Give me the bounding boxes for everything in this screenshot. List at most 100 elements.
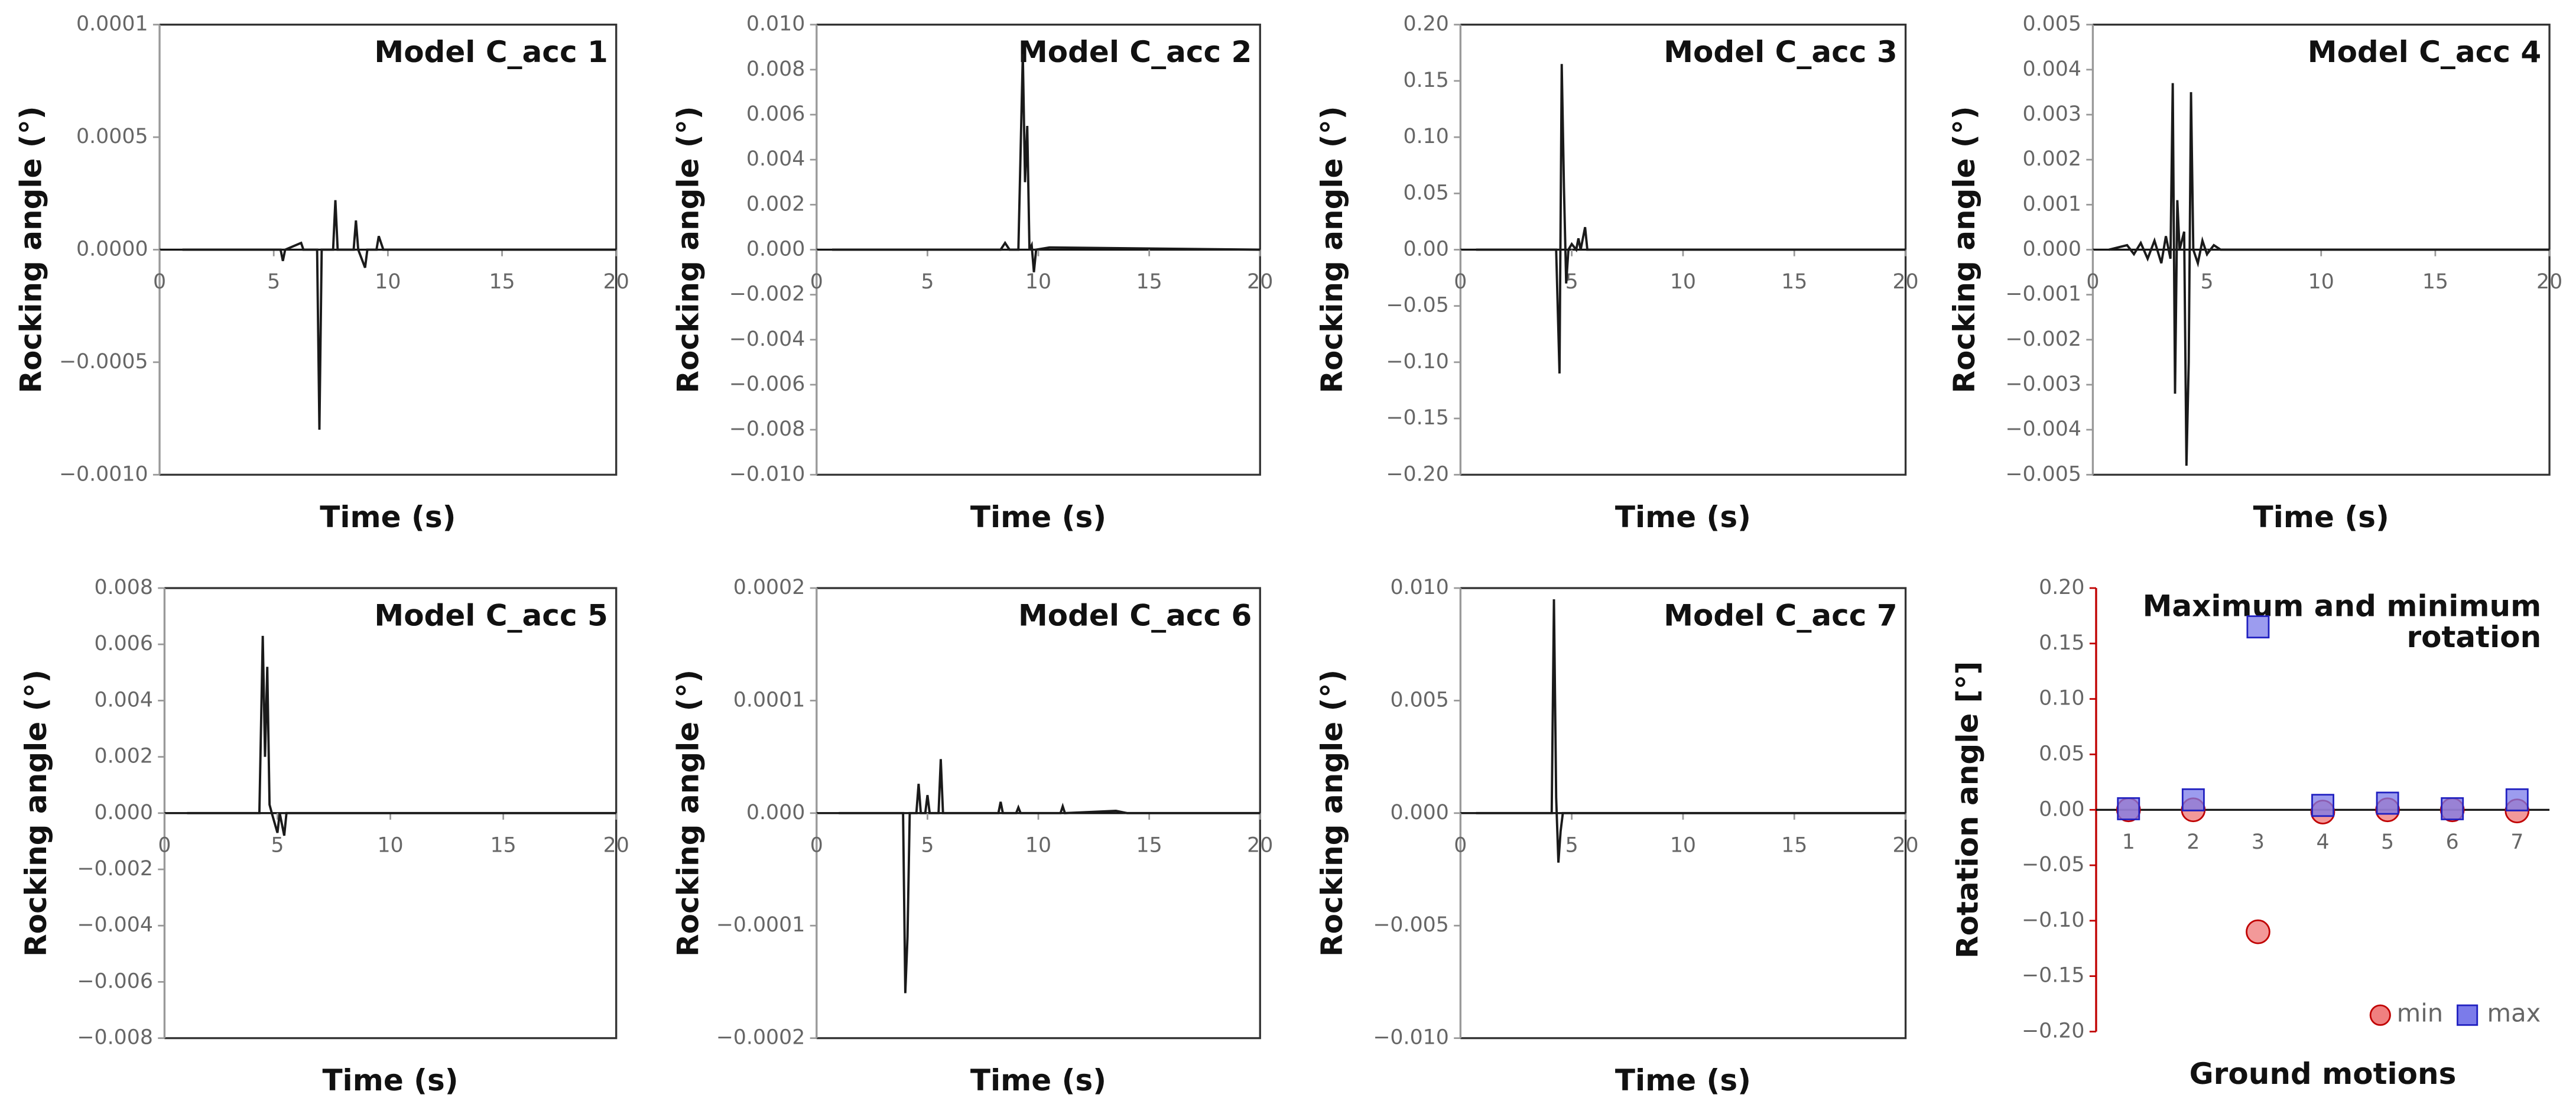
x-tick-label: 6	[2446, 830, 2459, 854]
y-tick-label: −0.001	[2005, 283, 2081, 306]
y-tick-label: −0.15	[1386, 406, 1448, 430]
rocking-line	[1476, 599, 1906, 863]
y-axis-label: Rocking angle (°)	[19, 670, 53, 957]
y-tick-label: −0.005	[1373, 913, 1449, 937]
y-tick-label: 0.006	[94, 632, 152, 655]
chart-title-line: rotation	[2406, 620, 2541, 654]
y-tick-label: −0.10	[2022, 908, 2084, 932]
y-tick-label: 0.004	[746, 147, 805, 171]
y-tick-label: 0.05	[1404, 181, 1449, 204]
x-tick-label: 5	[1565, 270, 1578, 294]
y-tick-label: −0.15	[2022, 964, 2084, 988]
y-tick-label: −0.05	[2022, 853, 2084, 876]
x-tick-label: 15	[2422, 270, 2448, 294]
x-tick-label: 5	[2201, 270, 2214, 294]
y-tick-label: 0.004	[94, 688, 152, 712]
y-tick-label: −0.002	[77, 857, 153, 881]
y-tick-label: −0.002	[2005, 327, 2081, 351]
x-tick-label: 5	[271, 833, 284, 857]
max-point	[2117, 797, 2140, 820]
y-tick-label: 0.15	[1404, 69, 1449, 92]
x-tick-label: 15	[1136, 270, 1162, 294]
y-tick-label: 0.000	[746, 801, 805, 824]
x-tick-label: 0	[153, 270, 166, 294]
y-tick-label: 0.20	[1404, 12, 1449, 36]
x-tick-label: 10	[375, 270, 401, 294]
x-tick-label: 3	[2252, 830, 2265, 854]
x-tick-label: 5	[921, 833, 934, 857]
x-tick-label: 20	[2536, 270, 2562, 294]
chart-title-line: Maximum and minimum	[2143, 589, 2542, 623]
x-axis-label: Time (s)	[1615, 500, 1751, 534]
y-tick-label: −0.010	[729, 462, 805, 486]
y-tick-label: −0.20	[1386, 462, 1448, 486]
y-tick-label: 0.10	[1404, 125, 1449, 148]
y-tick-label: 0.001	[2023, 192, 2081, 216]
chart-title: Model C_acc 4	[2308, 35, 2541, 69]
x-tick-label: 4	[2316, 830, 2329, 854]
x-tick-label: 15	[490, 833, 517, 857]
y-tick-label: −0.05	[1386, 294, 1448, 317]
y-axis-label: Rocking angle (°)	[671, 106, 705, 393]
y-tick-label: 0.05	[2039, 742, 2084, 765]
legend-label: min	[2397, 999, 2444, 1028]
y-tick-label: 0.002	[746, 192, 805, 216]
y-tick-label: 0.003	[2023, 102, 2081, 126]
x-tick-label: 0	[1454, 270, 1467, 294]
x-axis-label: Time (s)	[970, 1063, 1106, 1097]
x-tick-label: 20	[1892, 270, 1918, 294]
y-tick-label: −0.10	[1386, 350, 1448, 374]
y-tick-label: −0.0010	[59, 462, 148, 486]
rocking-line	[182, 200, 616, 430]
chart-title: Model C_acc 5	[374, 599, 608, 633]
y-tick-label: 0.00	[1404, 237, 1449, 261]
rocking-line	[2108, 83, 2550, 466]
x-tick-label: 10	[1025, 833, 1051, 857]
y-tick-label: 0.008	[94, 576, 152, 599]
y-tick-label: 0.005	[1390, 688, 1448, 712]
y-tick-label: −0.006	[729, 372, 805, 396]
rocking-line	[1476, 64, 1906, 374]
x-tick-label: 5	[267, 270, 280, 294]
x-tick-label: 0	[810, 270, 823, 294]
y-tick-label: −0.0001	[716, 913, 805, 937]
x-tick-label: 0	[158, 833, 171, 857]
y-tick-label: 0.20	[2039, 576, 2084, 599]
y-axis-label: Rotation angle [°]	[1950, 661, 1984, 959]
x-tick-label: 20	[603, 833, 629, 857]
x-tick-label: 2	[2187, 830, 2200, 854]
legend-swatch	[2369, 1004, 2391, 1026]
y-tick-label: 0.000	[1390, 801, 1448, 824]
rocking-line	[839, 759, 1261, 993]
x-tick-label: 20	[1247, 833, 1273, 857]
min-point	[2246, 919, 2270, 944]
y-tick-label: −0.002	[729, 283, 805, 306]
x-tick-label: 10	[2308, 270, 2334, 294]
y-tick-label: 0.15	[2039, 631, 2084, 655]
y-tick-label: 0.008	[746, 57, 805, 81]
y-tick-label: 0.002	[2023, 147, 2081, 171]
x-axis-label: Time (s)	[1615, 1063, 1751, 1097]
legend-label: max	[2487, 999, 2541, 1028]
max-point	[2441, 797, 2464, 820]
chart-title: Model C_acc 1	[374, 35, 608, 69]
x-tick-label: 20	[603, 270, 629, 294]
x-tick-label: 1	[2122, 830, 2135, 854]
y-tick-label: 0.0000	[76, 237, 148, 261]
y-tick-label: 0.0002	[733, 576, 805, 599]
y-tick-label: 0.10	[2039, 687, 2084, 710]
rocking-line	[187, 635, 616, 836]
y-tick-label: 0.000	[2023, 237, 2081, 261]
x-tick-label: 15	[1781, 833, 1807, 857]
y-axis-label: Rocking angle (°)	[1947, 106, 1981, 393]
y-tick-label: −0.003	[2005, 372, 2081, 396]
x-tick-label: 20	[1247, 270, 1273, 294]
y-tick-label: −0.004	[2005, 417, 2081, 441]
x-axis-label: Time (s)	[322, 1063, 458, 1097]
y-tick-label: −0.0005	[59, 350, 148, 374]
chart-title: Model C_acc 6	[1018, 599, 1252, 633]
y-axis-label: Rocking angle (°)	[1315, 670, 1349, 957]
y-tick-label: −0.008	[729, 417, 805, 441]
